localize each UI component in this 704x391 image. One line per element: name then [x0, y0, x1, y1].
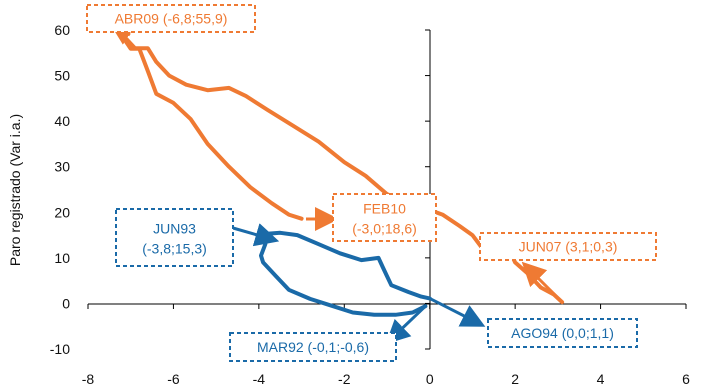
- x-tick-label: -8: [82, 371, 95, 387]
- y-tick-label: 30: [54, 159, 70, 175]
- y-tick-label: 40: [54, 113, 70, 129]
- annotation-box: [86, 4, 256, 33]
- x-tick-label: 2: [511, 371, 519, 387]
- annotation-label: ABR09 (-6,8;55,9): [115, 11, 228, 27]
- annotation-arrow: [429, 297, 486, 327]
- x-tick-label: 0: [426, 371, 434, 387]
- annotation-arrow: [232, 223, 280, 247]
- annotation-coords: (-3,0;18,6): [352, 221, 417, 237]
- annotation-label: MAR92 (-0,1;-0,6): [257, 339, 369, 355]
- x-tick-label: 4: [597, 371, 605, 387]
- annotation-coords: (-3,8;15,3): [142, 241, 207, 257]
- y-ticks: -10 0 10 20 30 40 50 60: [50, 22, 430, 357]
- x-tick-label: -2: [338, 371, 351, 387]
- annotation-box: [479, 232, 657, 261]
- annotation-box: [332, 193, 437, 242]
- annotation-arrow: [521, 261, 564, 304]
- y-axis-title: Paro registrado (Var i.a.): [7, 114, 23, 266]
- annotation-label: JUN07 (3,1;0,3): [519, 239, 618, 255]
- x-tick-label: 6: [682, 371, 690, 387]
- annotation-label: FEB10: [363, 201, 406, 217]
- y-tick-label: -10: [50, 341, 70, 357]
- x-ticks: -8 -6 -4 -2 0 2 4 6: [82, 304, 690, 387]
- y-tick-label: 50: [54, 68, 70, 84]
- annotation-label: JUN93: [153, 221, 196, 237]
- annotations-layer: ABR09 (-6,8;55,9) FEB10 (-3,0;18,6) JUN07 (…: [86, 4, 657, 362]
- y-tick-label: 0: [62, 295, 70, 311]
- x-tick-label: -4: [253, 371, 266, 387]
- annotation-box: [229, 332, 397, 362]
- series-line-1: [259, 230, 432, 317]
- series-layer: [115, 28, 565, 317]
- axes: -8 -6 -4 -2 0 2 4 6 -10 0 10 20 30 40 50 60: [50, 22, 690, 387]
- y-tick-label: 10: [54, 250, 70, 266]
- annotation-label: AGO94 (0,0;1,1): [511, 325, 614, 341]
- annotation-box: [487, 318, 638, 348]
- x-tick-label: -6: [167, 371, 180, 387]
- y-tick-label: 60: [54, 22, 70, 38]
- y-tick-label: 20: [54, 204, 70, 220]
- annotation-box: [115, 208, 234, 267]
